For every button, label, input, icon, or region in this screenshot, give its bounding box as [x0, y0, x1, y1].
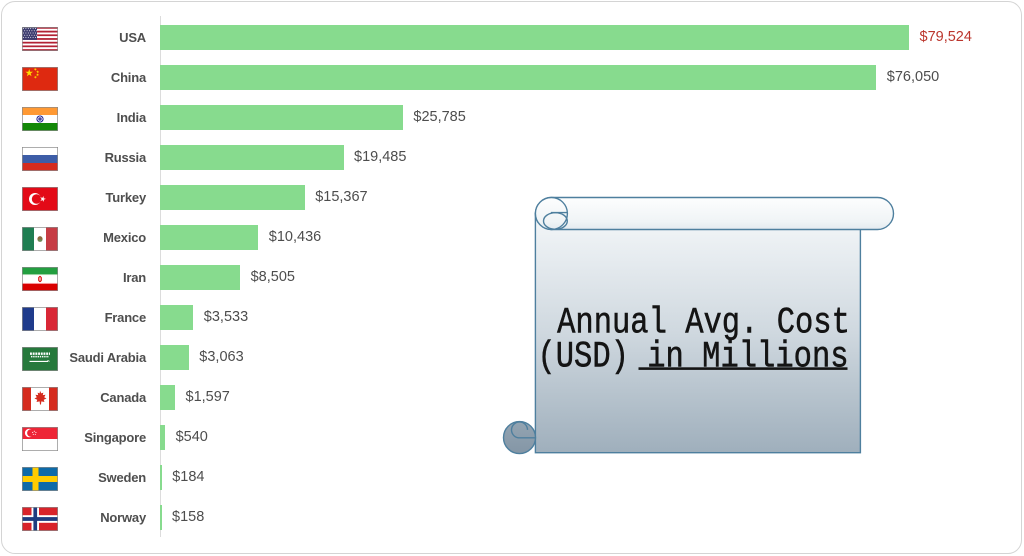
svg-text:(USD) in Millions: (USD) in Millions: [537, 337, 848, 379]
svg-text:Annual Avg. Cost: Annual Avg. Cost: [557, 303, 850, 345]
